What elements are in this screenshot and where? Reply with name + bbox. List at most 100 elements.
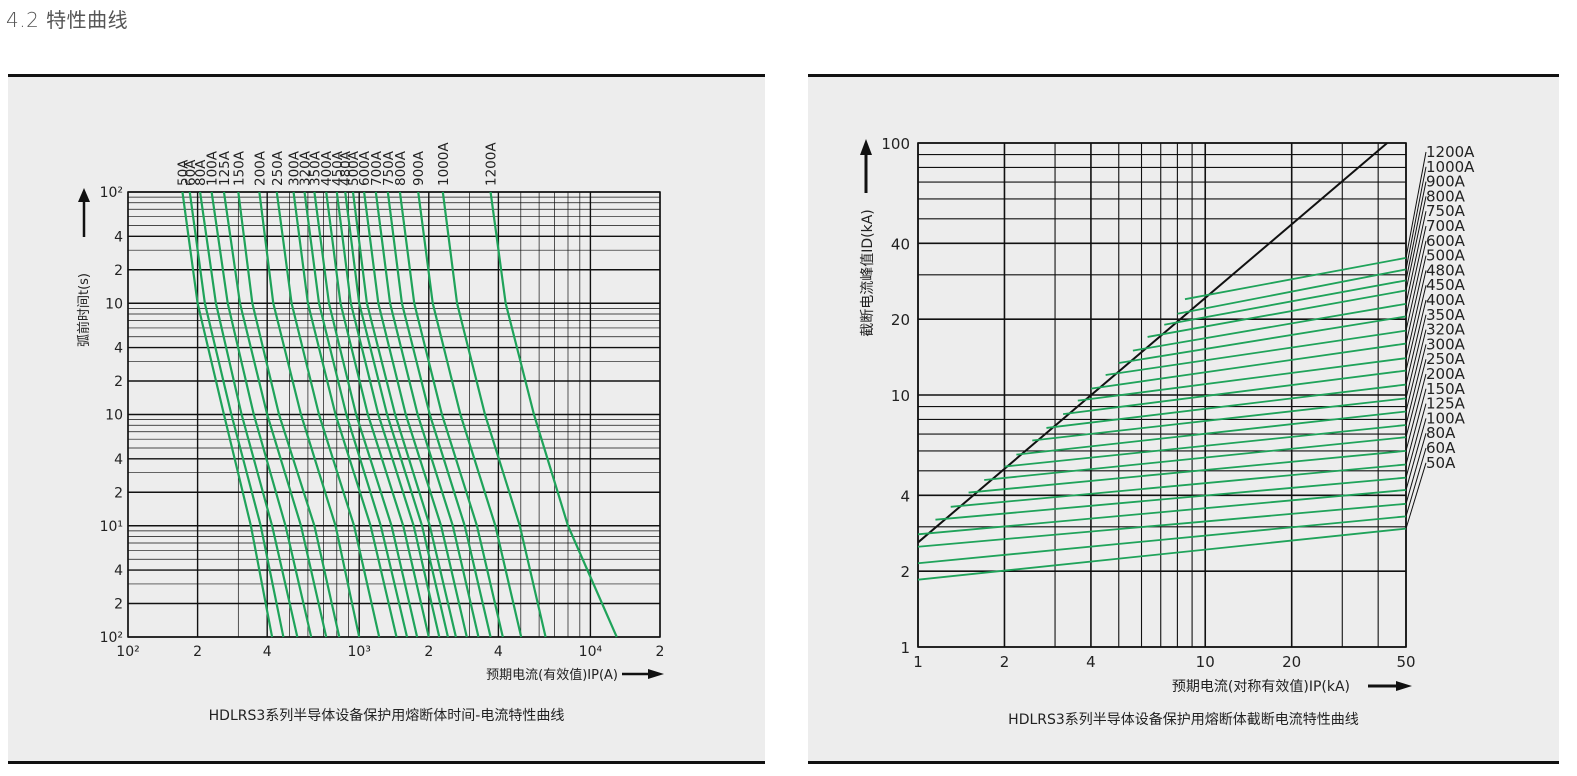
x-tick-label: 2 <box>1000 653 1010 671</box>
curve-label-1000A: 1000A <box>436 142 452 186</box>
curve-leader-300A <box>1405 344 1427 426</box>
x-tick-label: 10⁴ <box>579 644 603 660</box>
curve-group <box>181 191 618 638</box>
x-tick-label: 1 <box>913 653 923 671</box>
y-axis-arrow-head <box>78 188 90 202</box>
curve-50A <box>181 191 274 638</box>
y-tick-label: 4 <box>900 487 910 505</box>
curve-label-60A: 60A <box>1426 439 1456 457</box>
curve-label-250A: 250A <box>270 150 286 186</box>
curve-label-125A: 125A <box>217 150 233 186</box>
curve-label-800A: 800A <box>1426 187 1466 205</box>
curve-group <box>917 257 1407 581</box>
curve-600A <box>1105 329 1407 376</box>
x-tick-label: 20 <box>1282 653 1301 671</box>
curve-label-400A: 400A <box>1426 291 1466 309</box>
curve-label-450A: 450A <box>330 150 346 186</box>
curve-label-60A: 60A <box>183 159 199 186</box>
y-tick-label: 10¹ <box>100 519 123 535</box>
curve-leader-400A <box>1405 299 1427 385</box>
curve-label-80A: 80A <box>1426 424 1456 442</box>
curve-750A <box>1132 302 1407 352</box>
curve-1000A <box>1177 268 1407 315</box>
curve-leader-1200A <box>1405 151 1427 258</box>
curve-800A <box>1147 289 1407 338</box>
curve-label-300A: 300A <box>1426 335 1466 353</box>
curve-125A <box>935 476 1407 521</box>
reference-line <box>917 142 1388 544</box>
curve-125A <box>222 191 328 638</box>
cutoff-current-chart: 1 2 4 10 20 50 100 40 20 10 4 2 1 截断电流峰值ID(kA) 预期电流(对称… <box>860 135 1475 695</box>
y-tick-label: 10² <box>100 630 123 646</box>
curve-label-480A: 480A <box>338 150 354 186</box>
curve-800A <box>398 191 504 638</box>
curve-80A <box>917 502 1407 548</box>
curve-150A <box>950 463 1407 508</box>
y-tick-label: 4 <box>114 229 123 245</box>
curve-label-600A: 600A <box>357 150 373 186</box>
cutoff-current-chart-title: HDLRS3系列半导体设备保护用熔断体截断电流特性曲线 <box>1008 712 1359 728</box>
curve-label-900A: 900A <box>1426 173 1466 191</box>
y-tick-label: 10 <box>105 296 123 312</box>
curve-200A <box>258 191 361 638</box>
curve-150A <box>237 191 341 638</box>
curve-700A <box>374 191 480 638</box>
curve-1200A <box>489 191 618 638</box>
curve-400A <box>1046 383 1407 429</box>
y-tick-label: 2 <box>114 597 123 613</box>
x-tick-label: 4 <box>1086 653 1096 671</box>
x-tick-label: 4 <box>263 644 272 660</box>
curve-label-350A: 350A <box>1426 306 1466 324</box>
curve-450A <box>1062 369 1407 415</box>
curve-label-100A: 100A <box>205 150 221 186</box>
curve-leader-500A <box>1405 255 1427 344</box>
y-tick-label: 2 <box>114 374 123 390</box>
x-tick-label: 50 <box>1396 653 1415 671</box>
curve-1200A <box>1184 257 1407 301</box>
curve-leader-600A <box>1405 240 1427 331</box>
curve-label-320A: 320A <box>1426 321 1466 339</box>
x-axis-arrow-head <box>1396 681 1412 691</box>
curve-900A <box>417 191 523 638</box>
x-axis-label: 预期电流(有效值)IP(A) <box>486 667 618 683</box>
curve-label-200A: 200A <box>1426 365 1466 383</box>
y-axis-arrow-head <box>860 139 872 155</box>
curve-label-500A: 500A <box>346 150 362 186</box>
grid-lines <box>917 142 1407 648</box>
curve-450A <box>335 191 441 638</box>
curve-60A <box>188 191 285 638</box>
curve-900A <box>1164 279 1407 326</box>
curve-320A <box>303 191 409 638</box>
curve-label-320A: 320A <box>298 150 314 186</box>
curve-leader-50A <box>1405 462 1427 529</box>
page-heading: 4.2 特性曲线 <box>6 8 129 32</box>
curve-100A <box>917 489 1407 536</box>
x-tick-label: 10³ <box>347 644 370 660</box>
y-tick-label: 10² <box>100 185 123 201</box>
curve-leader-800A <box>1405 196 1427 291</box>
curve-500A <box>351 191 457 638</box>
curve-700A <box>1118 315 1407 364</box>
x-tick-label: 4 <box>494 644 503 660</box>
curve-80A <box>198 191 299 638</box>
time-current-chart-title: HDLRS3系列半导体设备保护用熔断体时间-电流特性曲线 <box>208 708 565 724</box>
plot-frame <box>127 191 661 638</box>
curve-60A <box>917 515 1407 565</box>
curve-label-150A: 150A <box>1426 380 1466 398</box>
y-tick-label: 4 <box>114 563 123 579</box>
curve-350A <box>1032 397 1407 442</box>
y-tick-label: 4 <box>114 452 123 468</box>
y-tick-label: 20 <box>891 311 910 329</box>
curve-label-450A: 450A <box>1426 276 1466 294</box>
time-current-chart: 10² 2 4 10³ 2 4 10⁴ 2 10² 4 2 10 4 2 10 4 2 10¹ 4 2 10² 弧前时间t… <box>76 142 664 683</box>
y-axis-label: 弧前时间t(s) <box>76 273 92 347</box>
curve-label-700A: 700A <box>369 150 385 186</box>
y-tick-label: 2 <box>114 263 123 279</box>
curve-480A <box>1077 357 1407 402</box>
curve-1000A <box>441 191 547 638</box>
curve-50A <box>917 527 1407 581</box>
curve-leader-320A <box>1405 329 1427 412</box>
plot-frame <box>917 142 1407 648</box>
y-tick-label: 40 <box>891 235 910 253</box>
x-axis-arrow-head <box>648 669 664 679</box>
